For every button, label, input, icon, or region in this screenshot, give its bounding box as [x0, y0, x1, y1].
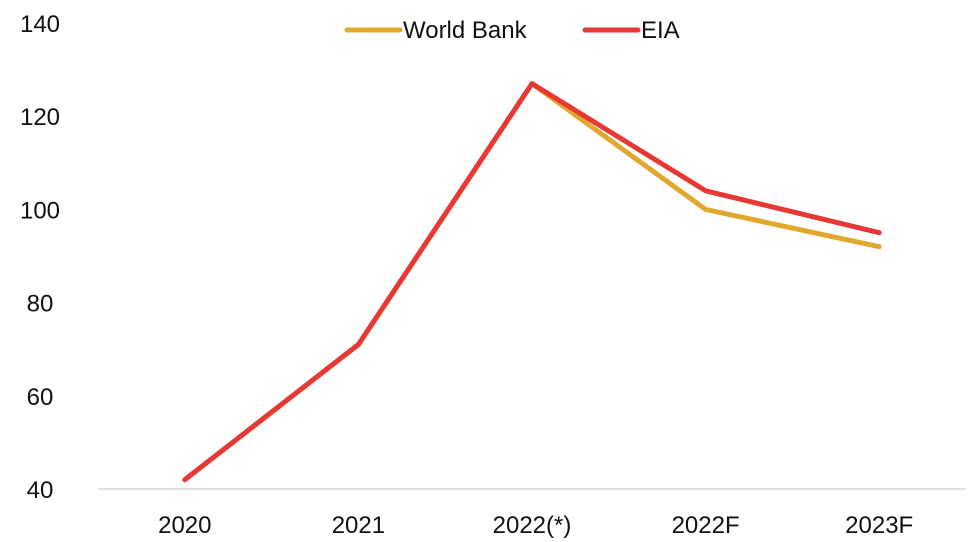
y-axis-ticks: 40 60 80 100 120 140 — [20, 11, 60, 504]
x-axis-ticks: 2020 2021 2022(*) 2022F 2023F — [158, 512, 913, 539]
legend-label: EIA — [641, 17, 680, 44]
y-tick-label: 120 — [20, 104, 60, 131]
y-tick-label: 140 — [20, 11, 60, 38]
y-tick-label: 100 — [20, 197, 60, 224]
y-tick-label: 60 — [27, 384, 54, 411]
series-line-world-bank — [182, 81, 882, 483]
legend: World Bank EIA — [344, 17, 680, 44]
x-tick-label: 2022F — [672, 512, 740, 539]
y-tick-label: 80 — [27, 291, 54, 318]
series-line-eia — [182, 81, 882, 483]
x-tick-label: 2023F — [845, 512, 913, 539]
legend-label: World Bank — [403, 17, 528, 44]
x-tick-label: 2022(*) — [493, 512, 572, 539]
x-tick-label: 2020 — [158, 512, 211, 539]
y-tick-label: 40 — [27, 477, 54, 504]
series-lines — [182, 81, 882, 483]
x-tick-label: 2021 — [332, 512, 385, 539]
